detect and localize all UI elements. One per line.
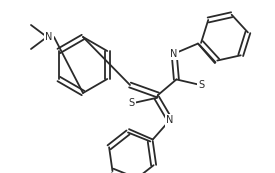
Text: N: N [170, 49, 178, 59]
Text: N: N [166, 115, 174, 125]
Text: S: S [199, 80, 205, 90]
Text: S: S [128, 98, 134, 108]
Text: N: N [45, 32, 53, 42]
